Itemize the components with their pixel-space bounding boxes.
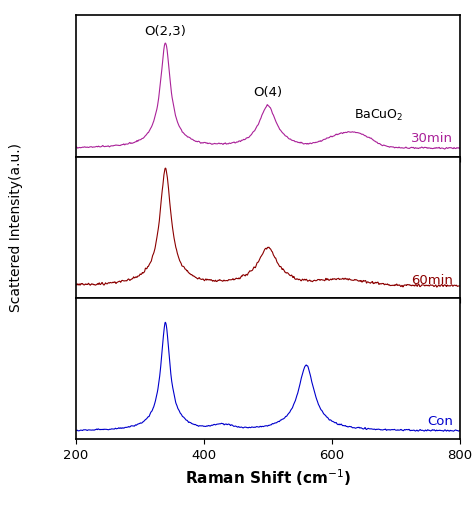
Text: O(4): O(4): [253, 86, 283, 99]
Text: Con: Con: [428, 415, 453, 428]
X-axis label: Raman Shift (cm$^{-1}$): Raman Shift (cm$^{-1}$): [184, 468, 351, 488]
Text: 30min: 30min: [411, 132, 453, 145]
Text: Scattered Intensity(a.u.): Scattered Intensity(a.u.): [9, 143, 24, 312]
Text: 60min: 60min: [411, 274, 453, 287]
Text: BaCuO$_2$: BaCuO$_2$: [354, 108, 404, 123]
Text: O(2,3): O(2,3): [145, 25, 186, 38]
